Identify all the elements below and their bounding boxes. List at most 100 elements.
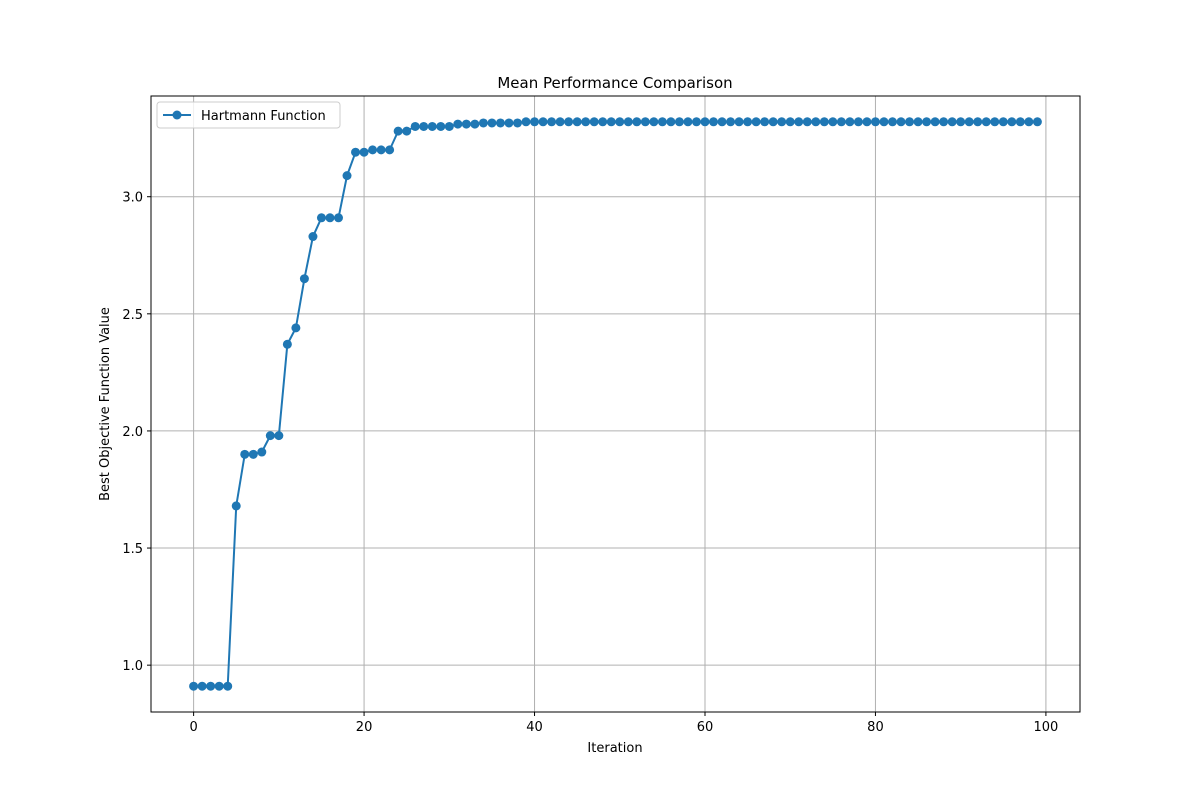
- data-point: [206, 681, 216, 691]
- legend-label: Hartmann Function: [201, 109, 326, 124]
- data-point: [248, 449, 258, 459]
- data-point: [845, 117, 855, 127]
- data-point: [811, 117, 821, 127]
- data-point: [530, 117, 540, 127]
- y-tick-label: 2.0: [122, 425, 143, 440]
- data-point: [862, 117, 872, 127]
- data-point: [606, 117, 616, 127]
- data-point: [615, 117, 625, 127]
- data-point: [427, 121, 437, 131]
- y-axis-label: Best Objective Function Value: [98, 307, 113, 501]
- data-point: [691, 117, 701, 127]
- data-point: [231, 501, 241, 511]
- data-point: [265, 431, 275, 441]
- data-point: [930, 117, 940, 127]
- data-point: [768, 117, 778, 127]
- data-point: [240, 449, 250, 459]
- data-point: [794, 117, 804, 127]
- data-point: [436, 121, 446, 131]
- data-point: [785, 117, 795, 127]
- data-point: [649, 117, 659, 127]
- data-point: [291, 323, 301, 333]
- data-point: [964, 117, 974, 127]
- data-point: [376, 145, 386, 155]
- data-point: [521, 117, 531, 127]
- x-tick-label: 60: [697, 720, 714, 735]
- x-tick-label: 0: [189, 720, 197, 735]
- data-point: [385, 145, 395, 155]
- data-point: [632, 117, 642, 127]
- data-point: [342, 171, 352, 181]
- data-point: [274, 431, 284, 441]
- data-point: [828, 117, 838, 127]
- data-point: [189, 681, 199, 691]
- data-point: [939, 117, 949, 127]
- data-point: [751, 117, 761, 127]
- y-tick-label: 3.0: [122, 191, 143, 206]
- data-point: [956, 117, 966, 127]
- data-point: [760, 117, 770, 127]
- data-point: [368, 145, 378, 155]
- data-point: [922, 117, 932, 127]
- x-axis-label: Iteration: [587, 741, 642, 756]
- data-point: [214, 681, 224, 691]
- data-point: [504, 118, 514, 128]
- data-point: [334, 213, 343, 223]
- data-point: [402, 126, 412, 136]
- data-point: [393, 126, 403, 136]
- y-tick-label: 1.0: [122, 659, 143, 674]
- data-point: [674, 117, 684, 127]
- data-point: [598, 117, 608, 127]
- data-point: [197, 681, 207, 691]
- data-point: [726, 117, 736, 127]
- data-point: [257, 447, 267, 457]
- data-point: [572, 117, 582, 127]
- legend: Hartmann Function: [156, 101, 341, 129]
- data-point: [905, 117, 915, 127]
- data-point: [819, 117, 829, 127]
- data-point: [683, 117, 693, 127]
- data-point: [538, 117, 548, 127]
- grid-lines: [151, 96, 1080, 712]
- x-tick-label: 20: [356, 720, 373, 735]
- data-point: [495, 118, 505, 128]
- plot-area-frame: [150, 95, 1081, 713]
- data-point: [223, 681, 233, 691]
- data-point: [410, 121, 420, 131]
- data-point: [657, 117, 667, 127]
- data-point: [419, 121, 429, 131]
- data-point: [1015, 117, 1025, 127]
- data-point: [870, 117, 880, 127]
- legend-box: [156, 101, 341, 129]
- data-point: [973, 117, 983, 127]
- data-point: [1007, 117, 1017, 127]
- data-point: [359, 147, 369, 157]
- data-point: [853, 117, 863, 127]
- data-point: [879, 117, 889, 127]
- data-point: [589, 117, 599, 127]
- legend-marker-swatch: [172, 110, 182, 120]
- x-tick-label: 80: [867, 720, 884, 735]
- data-point: [325, 213, 335, 223]
- data-point: [709, 117, 719, 127]
- data-point: [461, 119, 471, 129]
- data-point: [623, 117, 633, 127]
- chart-title: Mean Performance Comparison: [497, 74, 732, 92]
- data-point: [777, 117, 787, 127]
- x-tick-label: 40: [526, 720, 543, 735]
- data-point: [444, 121, 454, 131]
- data-point: [478, 118, 488, 128]
- data-point: [299, 274, 309, 284]
- data-point: [351, 147, 361, 157]
- data-point: [316, 213, 326, 223]
- data-point: [700, 117, 710, 127]
- data-point: [888, 117, 897, 127]
- data-point: [998, 117, 1008, 127]
- data-point: [487, 118, 497, 128]
- axis-ticks: 0 20 40 60 80 100 1.0 1.5 2.0 2.5 3.0: [122, 191, 1058, 735]
- data-point: [1032, 117, 1042, 127]
- data-point: [1024, 117, 1034, 127]
- data-point: [734, 117, 744, 127]
- data-point: [947, 117, 957, 127]
